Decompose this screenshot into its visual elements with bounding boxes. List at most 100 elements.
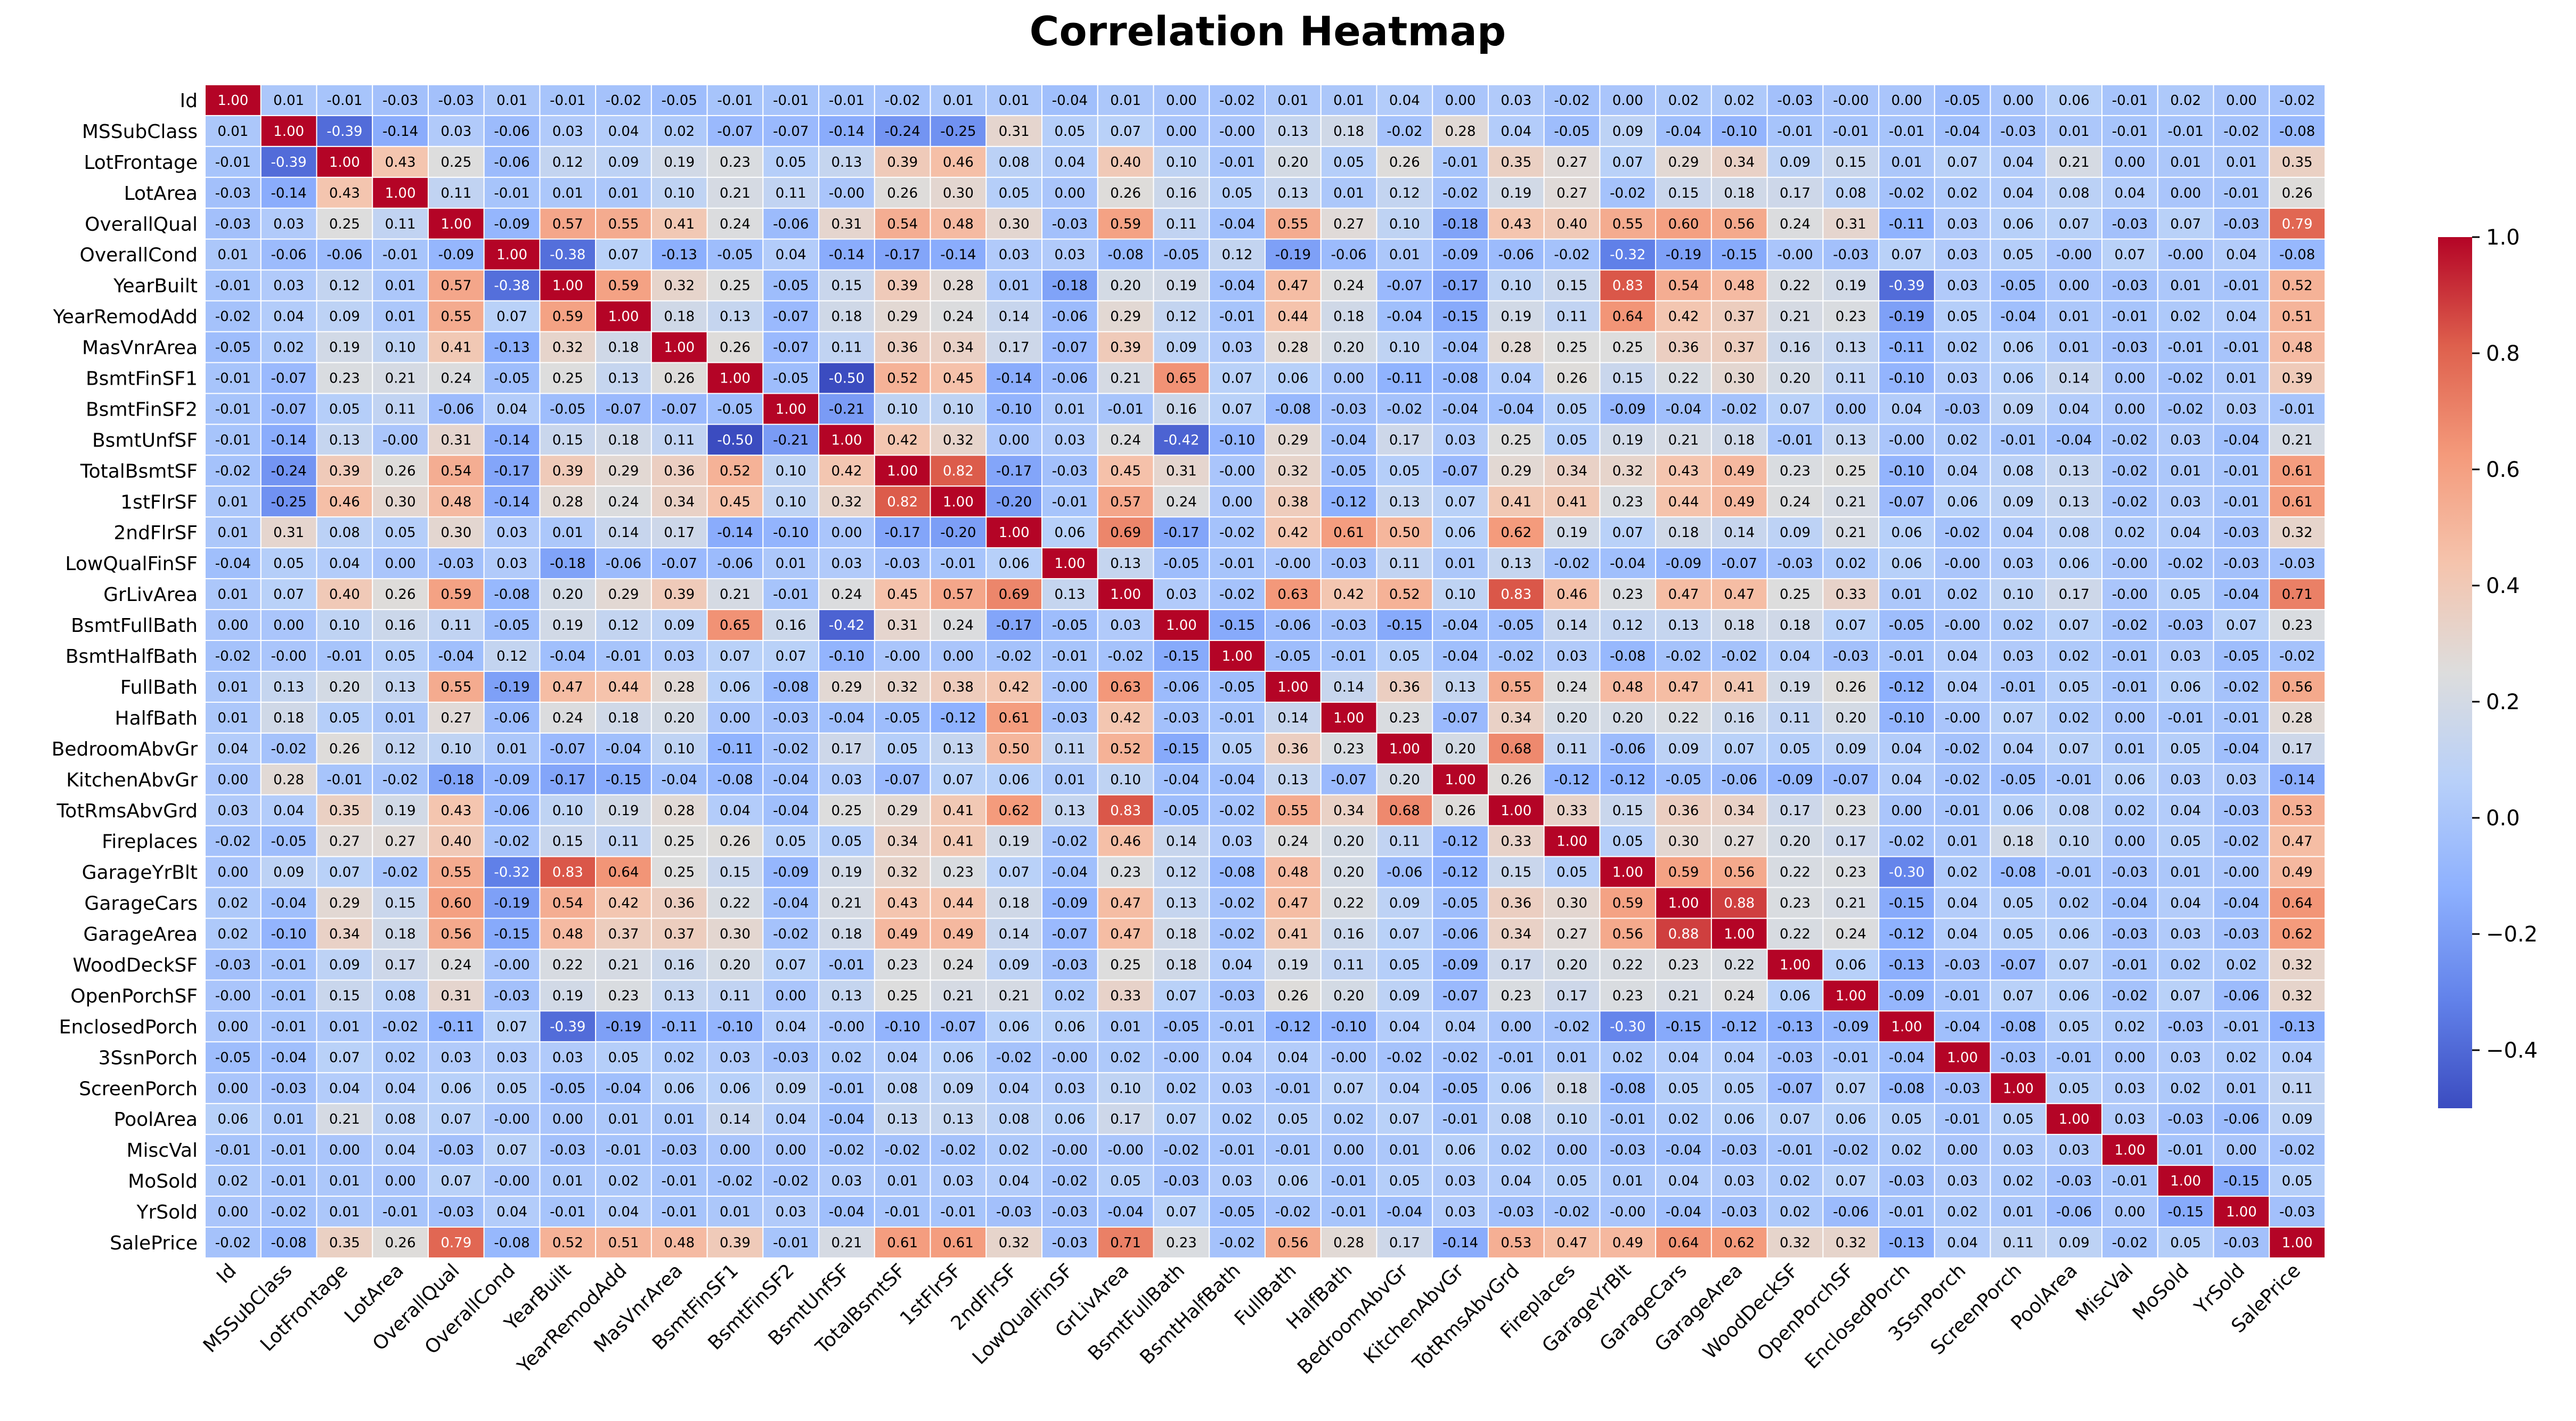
cell-value-label: 0.00 (1222, 494, 1253, 510)
cell-value-label: -0.15 (2223, 1173, 2259, 1189)
cell-value-label: 0.26 (1445, 803, 1476, 819)
heatmap-cell (1432, 393, 1489, 425)
cell-value-label: 0.05 (2003, 247, 2034, 263)
cell-value-label: 0.07 (273, 587, 304, 603)
cell-value-label: -0.05 (2000, 772, 2036, 788)
heatmap-cell (1822, 1227, 1880, 1259)
heatmap-cell (1265, 1165, 1322, 1197)
heatmap-cell (818, 454, 875, 487)
heatmap-cell (1153, 115, 1210, 147)
cell-value-label: -0.03 (2000, 124, 2036, 140)
cell-value-label: 0.11 (1166, 216, 1197, 232)
cell-value-label: 0.18 (608, 432, 639, 448)
cell-value-label: 0.07 (2059, 741, 2090, 757)
heatmap-cell (205, 1227, 262, 1259)
cell-value-label: 0.07 (2059, 957, 2090, 973)
cell-value-label: 1.00 (1724, 927, 1755, 943)
cell-value-label: -0.03 (1163, 710, 1199, 726)
heatmap-cell (1934, 1165, 1991, 1197)
heatmap-cell (1320, 640, 1377, 672)
cell-value-label: 0.10 (1389, 216, 1420, 232)
y-tick-label: 1stFlrSF (120, 491, 198, 513)
cell-value-label: 0.47 (552, 679, 583, 695)
cell-value-label: -0.03 (1889, 1173, 1925, 1189)
heatmap-cell (1097, 176, 1154, 209)
heatmap-cell (650, 393, 708, 425)
cell-value-label: 0.06 (217, 1111, 248, 1127)
cell-value-label: 0.07 (1724, 741, 1755, 757)
heatmap-cell (1599, 856, 1657, 888)
cell-value-label: 1.00 (1333, 710, 1364, 726)
cell-value-label: 0.32 (2282, 525, 2313, 541)
cell-value-label: 0.04 (776, 1111, 806, 1127)
cell-value-label: 0.10 (1166, 155, 1197, 170)
heatmap-cell (1487, 1227, 1545, 1259)
heatmap-cell (427, 887, 485, 919)
cell-value-label: -0.08 (2000, 865, 2036, 881)
cell-value-label: 0.26 (329, 741, 360, 757)
heatmap-cell (2157, 794, 2214, 826)
cell-value-label: -0.08 (2279, 247, 2315, 263)
cell-value-label: -0.12 (1722, 1019, 1757, 1035)
heatmap-cell (1934, 1227, 1991, 1259)
cell-value-label: -0.03 (1945, 957, 1980, 973)
heatmap-cell (874, 454, 931, 487)
heatmap-cell (1265, 917, 1322, 950)
cell-value-label: 0.10 (887, 401, 918, 417)
cell-value-label: 0.18 (1166, 927, 1197, 943)
cell-value-label: 0.13 (1277, 185, 1308, 201)
cell-value-label: 0.01 (217, 494, 248, 510)
heatmap-cell (1265, 1103, 1322, 1135)
cell-value-label: 0.13 (664, 988, 695, 1004)
cell-value-label: 0.54 (552, 896, 583, 912)
cell-value-label: 1.00 (943, 494, 974, 510)
cell-value-label: -0.03 (1052, 957, 1088, 973)
cell-value-label: 0.13 (1110, 556, 1141, 572)
cell-value-label: 0.19 (1501, 309, 1531, 325)
cell-value-label: -0.03 (2279, 556, 2315, 572)
cell-value-label: 0.05 (2170, 741, 2201, 757)
heatmap-cell (1766, 115, 1824, 147)
cell-value-label: -0.02 (2112, 463, 2148, 479)
heatmap-cell (1710, 393, 1768, 425)
heatmap-cell (874, 1196, 931, 1228)
heatmap-cell (1990, 609, 2047, 642)
cell-value-label: 0.17 (664, 525, 695, 541)
heatmap-cell (2157, 300, 2214, 332)
cell-value-label: 0.07 (496, 1142, 527, 1158)
heatmap-cell (1209, 917, 1266, 950)
cell-value-label: -0.12 (1442, 834, 1478, 850)
heatmap-cell (260, 856, 317, 888)
cell-value-label: -0.14 (2279, 772, 2315, 788)
cell-value-label: 0.64 (608, 865, 639, 881)
cell-value-label: -0.02 (773, 927, 809, 943)
cell-value-label: 0.54 (441, 463, 471, 479)
cell-value-label: 0.01 (217, 587, 248, 603)
cell-value-label: 0.55 (1277, 216, 1308, 232)
heatmap-cell (427, 454, 485, 487)
cell-value-label: -0.21 (773, 432, 809, 448)
cell-value-label: 0.16 (1166, 185, 1197, 201)
heatmap-cell (539, 640, 597, 672)
heatmap-cell (1376, 640, 1433, 672)
cell-value-label: 0.03 (1556, 648, 1587, 664)
cell-value-label: 0.01 (2226, 155, 2257, 170)
cell-value-label: 0.19 (1166, 278, 1197, 294)
cell-value-label: 0.59 (1668, 865, 1699, 881)
cell-value-label: -0.01 (1945, 803, 1980, 819)
heatmap-cell (1599, 238, 1657, 271)
cell-value-label: 0.25 (1780, 587, 1811, 603)
cell-value-label: 0.01 (2170, 155, 2201, 170)
cell-value-label: 0.01 (943, 93, 974, 109)
heatmap-cell (1990, 1103, 2047, 1135)
cell-value-label: 0.00 (1333, 1142, 1364, 1158)
heatmap-cell (1153, 238, 1210, 271)
cell-value-label: -0.39 (271, 155, 306, 170)
cell-value-label: 0.19 (1836, 278, 1866, 294)
cell-value-label: -0.02 (773, 1173, 809, 1189)
cell-value-label: 0.09 (999, 957, 1030, 973)
heatmap-cell (260, 917, 317, 950)
heatmap-cell (1320, 1072, 1377, 1105)
cell-value-label: 0.19 (552, 988, 583, 1004)
cell-value-label: -0.03 (438, 556, 474, 572)
